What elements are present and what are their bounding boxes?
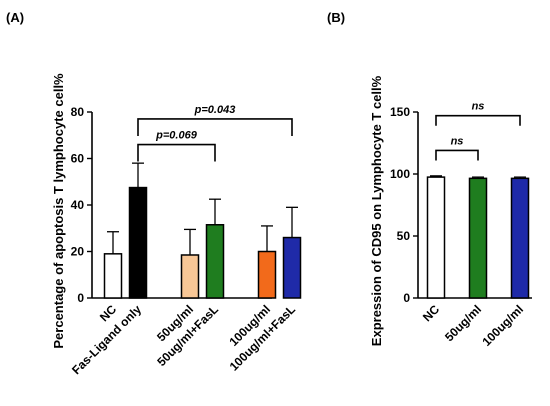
panel-a-significance-label: p=0.069 bbox=[155, 130, 198, 142]
panel-a-label: (A) bbox=[6, 10, 24, 25]
panel-b-tick-label: 50 bbox=[397, 229, 411, 243]
panel-b-category-label: 100ug/ml bbox=[479, 302, 526, 349]
panel-b-ylabel: Expression of CD95 on Lymphocyte T cell% bbox=[369, 75, 384, 346]
panel-b-category-label: 50ug/ml bbox=[442, 302, 484, 344]
panel-b-bar bbox=[512, 178, 529, 298]
panel-b-tick-label: 100 bbox=[390, 167, 410, 181]
panel-a-bar bbox=[207, 225, 224, 298]
panel-b-bar bbox=[470, 178, 487, 298]
panel-a-tick-label: 60 bbox=[71, 152, 85, 166]
panel-a-tick-label: 20 bbox=[71, 245, 85, 259]
panel-a-bar bbox=[105, 254, 122, 298]
panel-b-bar bbox=[428, 177, 445, 298]
panel-b-tick-label: 150 bbox=[390, 105, 410, 119]
panel-b-label: (B) bbox=[327, 10, 345, 25]
panel-a-bar bbox=[182, 255, 199, 298]
panel-b-significance-label: ns bbox=[472, 101, 485, 113]
panel-a-ylabel: Percentage of apoptosis T lymphocyte cel… bbox=[51, 73, 66, 349]
panel-a-bar bbox=[284, 238, 301, 298]
panel-a-significance-label: p=0.043 bbox=[194, 104, 236, 116]
panel-a-tick-label: 40 bbox=[71, 198, 85, 212]
panel-b-significance-bracket bbox=[436, 116, 520, 126]
panel-a-tick-label: 0 bbox=[77, 291, 84, 305]
panel-a-significance-bracket bbox=[138, 145, 215, 162]
panel-b-significance-label: ns bbox=[451, 135, 464, 147]
panel-a-tick-label: 80 bbox=[71, 105, 85, 119]
panel-a-bar bbox=[259, 252, 276, 299]
panel-b-category-label: NC bbox=[420, 302, 442, 324]
panel-b-significance-bracket bbox=[436, 150, 478, 160]
panel-b-tick-label: 0 bbox=[403, 291, 410, 305]
panel-a-bar bbox=[130, 188, 147, 298]
